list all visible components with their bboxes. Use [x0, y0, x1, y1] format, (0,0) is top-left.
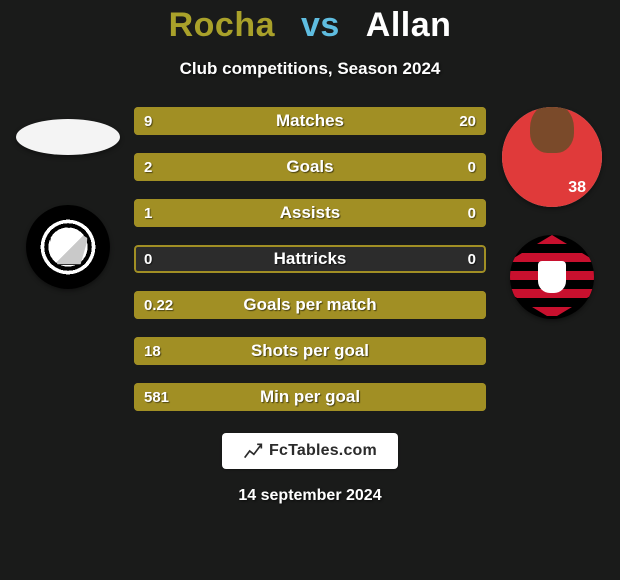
- subtitle: Club competitions, Season 2024: [0, 59, 620, 79]
- stat-label: Assists: [134, 199, 486, 227]
- title-player2: Allan: [366, 6, 452, 44]
- content-root: Rocha vs Allan Club competitions, Season…: [0, 0, 620, 580]
- stat-bar: 20Goals: [134, 153, 486, 181]
- fctables-icon: [243, 441, 263, 461]
- stat-bar: 581Min per goal: [134, 383, 486, 411]
- title-vs: vs: [301, 6, 340, 44]
- stat-bar: 00Hattricks: [134, 245, 486, 273]
- stat-label: Goals per match: [134, 291, 486, 319]
- footer-brand: FcTables.com: [222, 433, 398, 469]
- right-column: 38: [492, 107, 612, 319]
- stat-bars: 920Matches 20Goals 10Assists 00Hattricks 0.2…: [128, 107, 492, 411]
- title-player1: Rocha: [169, 6, 275, 44]
- player2-shirt-number: 38: [568, 179, 586, 197]
- player1-photo-placeholder: [16, 119, 120, 155]
- stat-label: Shots per goal: [134, 337, 486, 365]
- main-layout: 920Matches 20Goals 10Assists 00Hattricks 0.2…: [0, 107, 620, 411]
- left-column: [8, 107, 128, 289]
- footer-brand-text: FcTables.com: [269, 442, 377, 460]
- page-title: Rocha vs Allan: [0, 0, 620, 45]
- stat-label: Hattricks: [134, 245, 486, 273]
- stat-bar: 0.22Goals per match: [134, 291, 486, 319]
- stat-bar: 920Matches: [134, 107, 486, 135]
- player1-club-badge: [26, 205, 110, 289]
- player2-club-badge: [510, 235, 594, 319]
- stat-label: Matches: [134, 107, 486, 135]
- stat-label: Goals: [134, 153, 486, 181]
- stat-label: Min per goal: [134, 383, 486, 411]
- stat-bar: 18Shots per goal: [134, 337, 486, 365]
- player2-shirt: 38: [502, 107, 602, 207]
- player2-photo: 38: [502, 107, 602, 207]
- stat-bar: 10Assists: [134, 199, 486, 227]
- footer-date: 14 september 2024: [0, 487, 620, 505]
